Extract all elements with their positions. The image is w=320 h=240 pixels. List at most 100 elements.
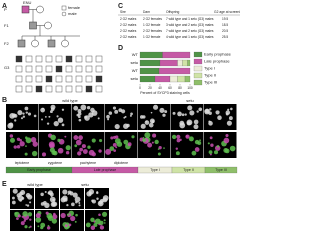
micrograph-signal [57, 117, 64, 123]
micrograph-signal [40, 222, 46, 228]
table-header: Sire [120, 10, 126, 14]
micrograph-signal [98, 149, 102, 153]
bar-segment [187, 59, 191, 67]
micrograph-signal [96, 197, 99, 200]
micrograph-signal [46, 226, 51, 230]
micrograph-signal [114, 123, 120, 130]
micrograph-signal [191, 150, 197, 156]
micrograph-signal [47, 215, 54, 221]
table-cell: 2 G2 females [143, 29, 162, 33]
bar-segment [158, 67, 191, 75]
table-cell: 2 G2 males [120, 23, 137, 27]
pedigree-square [25, 75, 33, 83]
bar-segment [182, 59, 188, 67]
pedigree-square [75, 85, 83, 93]
table-cell: 4 wild type and 1 setu (G3) males [166, 35, 214, 39]
bar-segment [139, 75, 156, 83]
micrograph-signal [74, 220, 77, 223]
micrograph-signal [47, 224, 50, 227]
micrograph-signal [153, 104, 159, 110]
micrograph-signal [194, 147, 200, 152]
legend-swatch [61, 5, 67, 11]
micrograph-signal [225, 133, 229, 138]
micrograph-signal [140, 123, 146, 129]
micrograph-signal [78, 135, 83, 141]
pedigree-square [55, 65, 63, 73]
micrograph-signal [17, 214, 21, 218]
micrograph-signal [90, 225, 96, 231]
micrograph-signal [32, 141, 38, 147]
bar-segment [139, 59, 161, 67]
micrograph-signal [116, 141, 123, 147]
bar-segment [169, 75, 178, 83]
column-label: wild type [62, 98, 78, 103]
pedigree-square [25, 65, 33, 73]
bar-segment [177, 59, 183, 67]
micrograph-signal [27, 212, 33, 217]
pedigree-square [85, 75, 93, 83]
micrograph-signal [65, 145, 71, 151]
micrograph-signal [25, 204, 28, 206]
micrograph-signal [175, 147, 178, 150]
micrograph-signal [12, 188, 18, 194]
micrograph-signal [113, 149, 117, 152]
row-label: setu [130, 60, 138, 65]
micrograph-signal [16, 144, 21, 149]
micrograph-signal [14, 119, 17, 122]
pedigree-square [45, 85, 53, 93]
pedigree-square [95, 65, 103, 73]
micrograph-signal [75, 139, 82, 146]
micrograph-signal [49, 196, 56, 203]
micrograph-signal [27, 112, 32, 116]
micrograph-signal [20, 221, 25, 226]
micrograph-signal [187, 105, 193, 111]
pedigree-square [85, 55, 93, 63]
micrograph-signal [112, 106, 117, 110]
pedigree-square [25, 55, 33, 63]
micrograph-signal [50, 134, 56, 141]
micrograph-signal [25, 111, 28, 114]
micrograph-signal [226, 120, 232, 126]
micrograph-signal [24, 106, 29, 111]
table-cell: 7 wild type and 2 setu (G3) males [166, 29, 214, 33]
pedigree-square [15, 55, 23, 63]
row-label: WT [132, 52, 139, 57]
micrograph-signal [61, 123, 65, 127]
micrograph-signal [145, 120, 148, 123]
micrograph-signal [86, 106, 91, 110]
founder-label: ENU [23, 0, 32, 5]
micrograph-signal [88, 112, 94, 118]
column-label: setu [81, 182, 89, 187]
micrograph [204, 132, 237, 158]
table-cell: 2 G2 males [120, 17, 137, 21]
micrograph-signal [210, 143, 214, 147]
micrograph-signal [73, 135, 79, 140]
legend-swatch [193, 51, 203, 58]
pedigree-square [45, 65, 53, 73]
micrograph-signal [193, 124, 199, 130]
micrograph-signal [68, 223, 72, 227]
micrograph-signal [46, 122, 50, 125]
micrograph-signal [29, 218, 32, 221]
column-label: wild type [27, 182, 43, 187]
micrograph-signal [49, 192, 54, 197]
micrograph-signal [98, 213, 101, 217]
micrograph-signal [124, 115, 127, 118]
micrograph-signal [99, 199, 104, 203]
micrograph-signal [40, 202, 45, 206]
micrograph-signal [23, 219, 27, 222]
table-cell: 3 wild type and 2 setu (G3) males [166, 23, 214, 27]
micrograph-signal [60, 212, 66, 219]
bar-segment [177, 75, 186, 83]
micrograph-signal [99, 225, 105, 230]
micrograph-signal [64, 135, 67, 138]
micrograph-signal [61, 108, 65, 111]
micrograph-signal [186, 121, 191, 126]
table-cell: 2 G2 females [143, 17, 162, 21]
micrograph-signal [21, 196, 25, 200]
table-header: G2 age at screening (dpp) [214, 10, 240, 14]
micrograph-signal [81, 144, 86, 149]
x-axis-label: Percent of SYCP3 staining cells [140, 91, 190, 95]
micrograph-signal [217, 115, 222, 121]
bar-segment [159, 59, 178, 67]
